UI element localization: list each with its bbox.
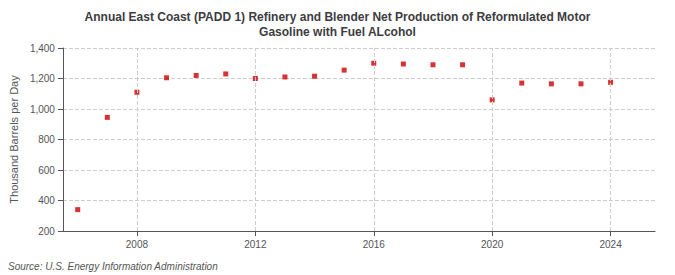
svg-text:Annual East Coast (PADD 1) Ref: Annual East Coast (PADD 1) Refinery and … <box>85 10 591 24</box>
svg-text:600: 600 <box>38 165 55 176</box>
svg-text:1,400: 1,400 <box>30 43 55 54</box>
svg-text:Thousand Barrels per Day: Thousand Barrels per Day <box>8 75 20 204</box>
svg-text:Source: U.S. Energy Informatio: Source: U.S. Energy Information Administ… <box>8 261 218 272</box>
svg-text:1,000: 1,000 <box>30 104 55 115</box>
svg-text:2012: 2012 <box>244 239 267 250</box>
svg-text:800: 800 <box>38 134 55 145</box>
svg-text:2020: 2020 <box>481 239 504 250</box>
svg-text:2008: 2008 <box>126 239 149 250</box>
svg-text:Gasoline with Fuel ALcohol: Gasoline with Fuel ALcohol <box>259 25 416 39</box>
svg-text:2024: 2024 <box>599 239 622 250</box>
svg-text:400: 400 <box>38 195 55 206</box>
svg-text:1,200: 1,200 <box>30 73 55 84</box>
svg-text:200: 200 <box>38 226 55 237</box>
svg-text:2016: 2016 <box>363 239 386 250</box>
